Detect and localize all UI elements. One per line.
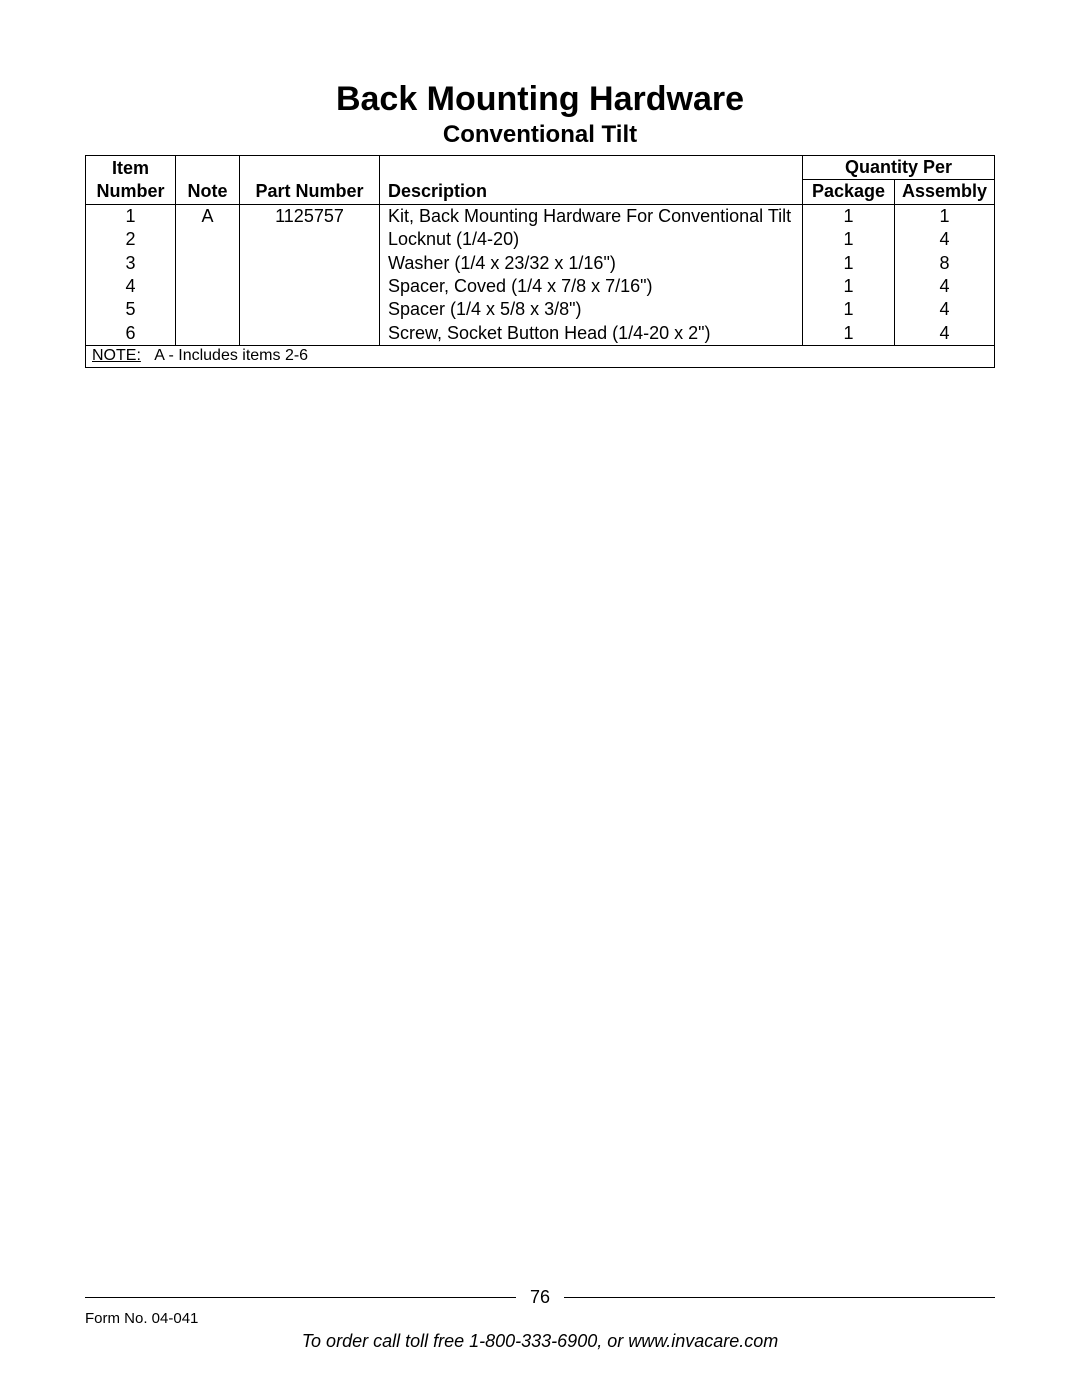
table-row: 5 Spacer (1/4 x 5/8 x 3/8") 1 4 [86, 298, 995, 321]
col-desc-top [380, 156, 803, 180]
cell-note [176, 252, 240, 275]
table-row: 1 A 1125757 Kit, Back Mounting Hardware … [86, 204, 995, 228]
col-qty-group: Quantity Per [803, 156, 995, 180]
cell-asm: 4 [895, 228, 995, 251]
cell-asm: 4 [895, 298, 995, 321]
cell-item: 6 [86, 322, 176, 346]
cell-item: 3 [86, 252, 176, 275]
cell-desc: Spacer (1/4 x 5/8 x 3/8") [380, 298, 803, 321]
page: Back Mounting Hardware Conventional Tilt… [0, 0, 1080, 1397]
rule-left [85, 1297, 516, 1298]
cell-pkg: 1 [803, 252, 895, 275]
cell-item: 5 [86, 298, 176, 321]
col-part: Part Number [240, 180, 380, 204]
cell-part: 1125757 [240, 204, 380, 228]
cell-part [240, 228, 380, 251]
cell-pkg: 1 [803, 204, 895, 228]
table-row: 3 Washer (1/4 x 23/32 x 1/16") 1 8 [86, 252, 995, 275]
cell-note [176, 275, 240, 298]
cell-note: A [176, 204, 240, 228]
page-title: Back Mounting Hardware [85, 80, 995, 119]
parts-table: Item Quantity Per Number Note Part Numbe… [85, 155, 995, 346]
cell-part [240, 252, 380, 275]
table-body: 1 A 1125757 Kit, Back Mounting Hardware … [86, 204, 995, 345]
cell-desc: Kit, Back Mounting Hardware For Conventi… [380, 204, 803, 228]
form-number: Form No. 04-041 [85, 1310, 995, 1327]
cell-asm: 1 [895, 204, 995, 228]
cell-asm: 8 [895, 252, 995, 275]
col-item: Number [86, 180, 176, 204]
page-subtitle: Conventional Tilt [85, 121, 995, 149]
cell-note [176, 298, 240, 321]
note-text: A - Includes items 2-6 [154, 347, 308, 364]
table-note: NOTE: A - Includes items 2-6 [85, 346, 995, 368]
cell-asm: 4 [895, 322, 995, 346]
table-header: Item Quantity Per Number Note Part Numbe… [86, 156, 995, 205]
cell-desc: Locknut (1/4-20) [380, 228, 803, 251]
cell-desc: Spacer, Coved (1/4 x 7/8 x 7/16") [380, 275, 803, 298]
cell-pkg: 1 [803, 298, 895, 321]
cell-pkg: 1 [803, 228, 895, 251]
page-number-line: 76 [85, 1287, 995, 1308]
col-asm: Assembly [895, 180, 995, 204]
page-footer: 76 Form No. 04-041 To order call toll fr… [85, 1287, 995, 1352]
page-number: 76 [530, 1287, 550, 1308]
col-note-top [176, 156, 240, 180]
cell-part [240, 275, 380, 298]
cell-desc: Screw, Socket Button Head (1/4-20 x 2") [380, 322, 803, 346]
cell-desc: Washer (1/4 x 23/32 x 1/16") [380, 252, 803, 275]
cell-item: 1 [86, 204, 176, 228]
table-row: 2 Locknut (1/4-20) 1 4 [86, 228, 995, 251]
cell-asm: 4 [895, 275, 995, 298]
col-note: Note [176, 180, 240, 204]
cell-item: 2 [86, 228, 176, 251]
col-part-top [240, 156, 380, 180]
order-line: To order call toll free 1-800-333-6900, … [85, 1331, 995, 1352]
col-desc: Description [380, 180, 803, 204]
cell-item: 4 [86, 275, 176, 298]
cell-part [240, 322, 380, 346]
cell-note [176, 228, 240, 251]
col-item-top: Item [86, 156, 176, 180]
col-pkg: Package [803, 180, 895, 204]
table-row: 6 Screw, Socket Button Head (1/4-20 x 2"… [86, 322, 995, 346]
cell-pkg: 1 [803, 322, 895, 346]
note-label: NOTE: [92, 347, 141, 364]
cell-pkg: 1 [803, 275, 895, 298]
cell-note [176, 322, 240, 346]
cell-part [240, 298, 380, 321]
rule-right [564, 1297, 995, 1298]
table-row: 4 Spacer, Coved (1/4 x 7/8 x 7/16") 1 4 [86, 275, 995, 298]
